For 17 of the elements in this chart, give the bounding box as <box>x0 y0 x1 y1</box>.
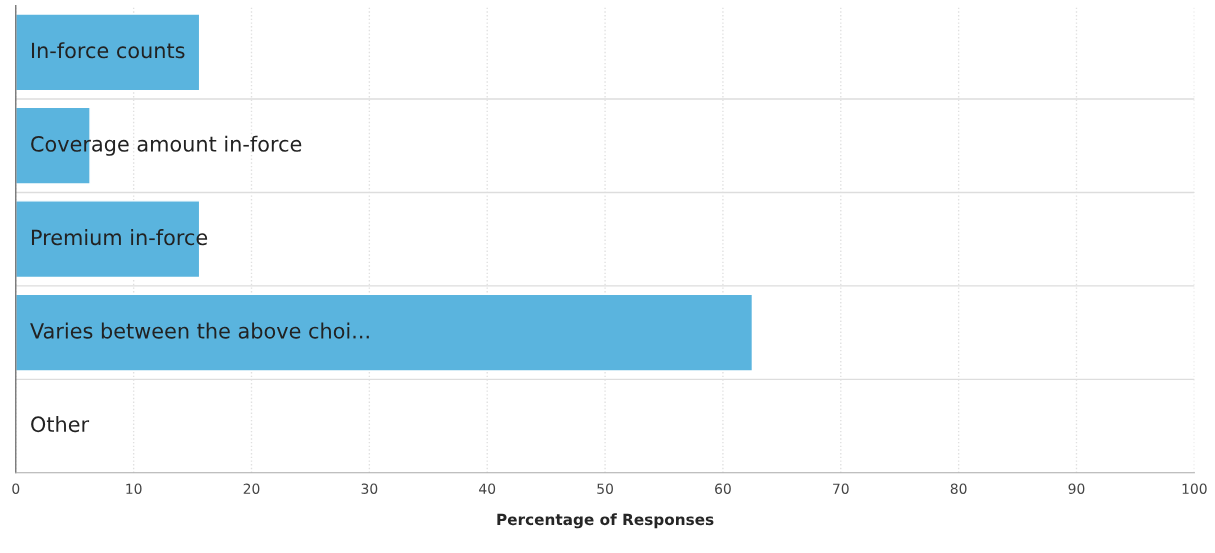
x-tick-label: 100 <box>1182 483 1207 494</box>
x-tick-label: 20 <box>243 483 260 494</box>
x-axis-title: Percentage of Responses <box>497 513 714 529</box>
bar <box>15 293 754 372</box>
bar <box>15 13 201 92</box>
x-tick-label: 40 <box>479 483 496 494</box>
x-tick-label: 60 <box>715 483 731 494</box>
x-tick-label: 90 <box>1068 483 1085 494</box>
y-tick-label: Varies between the above choi... <box>30 322 369 339</box>
y-tick-label: Other <box>31 416 90 433</box>
y-tick-label: In-force counts <box>31 42 185 59</box>
x-tick-label: 50 <box>597 483 613 494</box>
x-tick-label: 10 <box>126 483 142 494</box>
x-tick-label: 0 <box>12 483 20 494</box>
x-tick-label: 70 <box>833 483 849 494</box>
x-tick-label: 30 <box>361 483 378 494</box>
x-tick-label: 80 <box>950 483 967 494</box>
